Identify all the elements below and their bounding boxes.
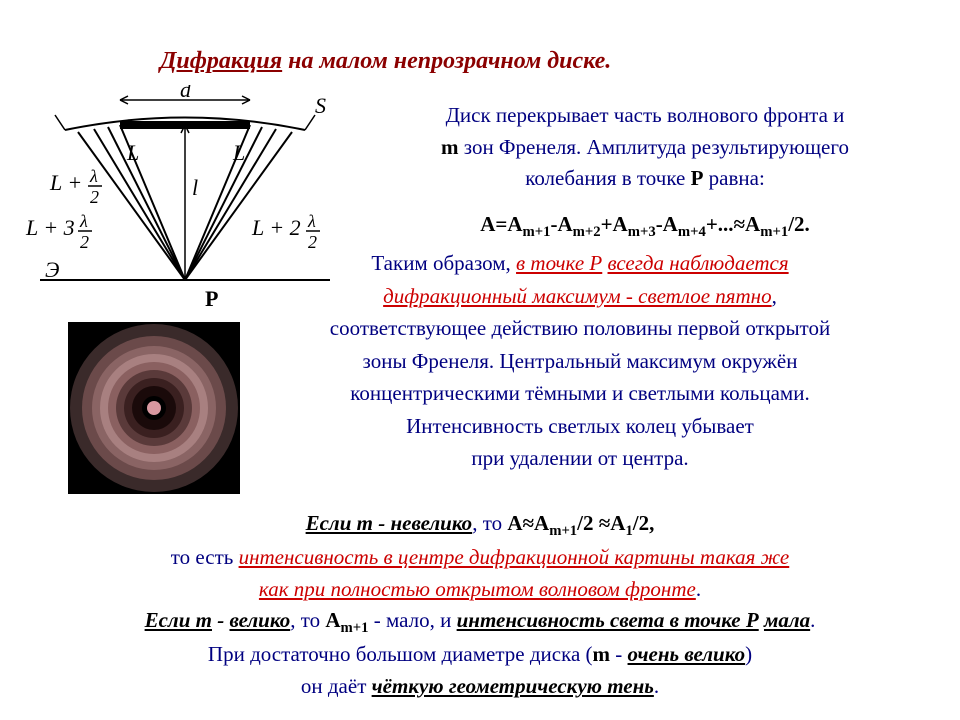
slide-title: Дифракция на малом непрозрачном диске.	[160, 48, 611, 75]
svg-text:λ: λ	[79, 211, 88, 231]
title-rest: на малом непрозрачном диске.	[282, 48, 611, 74]
paragraph-2: Таким образом, в точке Р всегда наблюдае…	[210, 247, 950, 475]
label-E: Э	[45, 257, 59, 282]
p1-m: m	[441, 135, 459, 159]
p1-P: Р	[691, 166, 704, 190]
svg-text:λ: λ	[307, 211, 316, 231]
amplitude-formula: A=Am+1-Am+2+Am+3-Am+4+...≈Am+1/2.	[355, 212, 935, 241]
label-L-left: L	[126, 140, 139, 165]
p1-l2: зон Френеля. Амплитуда результирующего	[459, 135, 849, 159]
paragraph-1: Диск перекрывает часть волнового фронта …	[355, 100, 935, 195]
svg-text:L + 3: L + 3	[25, 215, 75, 240]
diffraction-pattern	[68, 322, 240, 494]
label-S: S	[315, 93, 326, 118]
svg-text:2: 2	[90, 187, 99, 207]
p1-l3b: равна:	[703, 166, 764, 190]
svg-text:L + 2: L + 2	[251, 215, 301, 240]
p1-l3a: колебания в точке	[525, 166, 690, 190]
label-L-right: L	[232, 140, 245, 165]
p1-l1: Диск перекрывает часть волнового фронта …	[446, 103, 845, 127]
svg-text:L +: L +	[49, 170, 82, 195]
title-word1: Дифракция	[160, 48, 282, 74]
paragraph-3: Если m - невелико, то A≈Am+1/2 ≈A1/2, то…	[0, 508, 960, 702]
svg-text:λ: λ	[89, 166, 98, 186]
label-l: l	[192, 175, 198, 200]
label-d: d	[180, 85, 192, 102]
svg-text:2: 2	[80, 232, 89, 252]
